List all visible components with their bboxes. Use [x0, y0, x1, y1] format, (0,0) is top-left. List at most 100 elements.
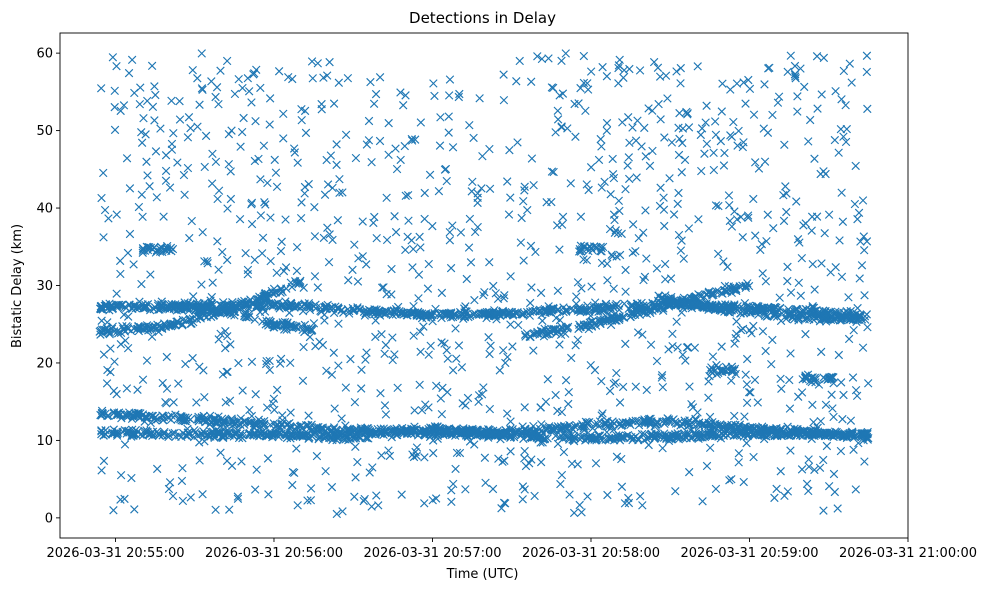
detection-point — [551, 423, 560, 433]
detection-point — [96, 304, 105, 314]
detection-point — [732, 286, 741, 296]
detection-point — [178, 315, 188, 325]
detection-point — [255, 292, 264, 301]
detection-point — [259, 416, 269, 426]
y-tick-label: 40 — [36, 202, 53, 217]
detection-point — [165, 303, 174, 313]
detection-point — [615, 420, 624, 429]
detection-point — [563, 322, 573, 332]
detection-point — [554, 327, 563, 336]
detection-point — [661, 291, 670, 300]
detection-point — [186, 319, 195, 328]
detection-point — [484, 309, 494, 319]
detection-point — [203, 415, 212, 424]
y-tick-label: 60 — [36, 47, 53, 62]
detection-point — [661, 417, 670, 427]
detection-point — [437, 308, 447, 318]
detection-point — [134, 321, 143, 331]
detection-point — [485, 307, 494, 317]
detection-point — [194, 417, 203, 426]
detection-point — [522, 427, 531, 436]
detection-point — [700, 421, 709, 431]
detection-point — [525, 311, 534, 320]
detection-point — [200, 414, 210, 424]
detection-point — [113, 409, 123, 419]
detection-point — [709, 288, 718, 298]
detection-point — [230, 307, 239, 317]
detection-point — [266, 420, 275, 429]
y-axis-label: Bistatic Delay (km) — [10, 224, 25, 348]
detection-point — [213, 308, 223, 317]
detection-point — [341, 421, 350, 430]
detection-point — [691, 301, 700, 310]
x-tick-label: 2026-03-31 20:58:00 — [522, 546, 660, 561]
detection-point — [149, 304, 158, 314]
detection-point — [277, 419, 287, 428]
detection-point — [505, 309, 515, 318]
detection-point — [544, 329, 553, 339]
detection-point — [719, 302, 729, 312]
detection-point — [599, 317, 608, 326]
detection-point — [97, 409, 107, 419]
detection-point — [729, 285, 739, 294]
detection-point — [180, 303, 190, 312]
detection-point — [207, 305, 216, 314]
detection-point — [295, 422, 305, 431]
detection-point — [288, 324, 297, 333]
detection-point — [134, 408, 143, 418]
detection-point — [116, 300, 126, 310]
detection-point — [624, 418, 634, 427]
detection-point — [699, 300, 709, 310]
y-tick-label: 50 — [36, 124, 53, 139]
detection-point — [403, 311, 412, 320]
detection-point — [136, 323, 146, 332]
detection-point — [819, 312, 828, 321]
detection-point — [191, 306, 200, 315]
detection-point — [277, 285, 286, 294]
detection-point — [254, 415, 264, 424]
detection-point — [210, 415, 219, 424]
detection-point — [667, 292, 676, 302]
detection-point — [603, 304, 612, 313]
detection-point — [446, 308, 456, 317]
detection-point — [622, 418, 632, 428]
detection-point — [287, 301, 297, 311]
chart-title: Detections in Delay — [409, 9, 556, 27]
detection-point — [835, 316, 845, 325]
detection-point — [344, 306, 354, 316]
detection-point — [442, 311, 451, 320]
detection-point — [828, 312, 837, 322]
detection-point — [321, 303, 330, 312]
detection-point — [318, 423, 327, 432]
detection-point — [854, 313, 863, 322]
x-tick-label: 2026-03-31 20:59:00 — [680, 546, 818, 561]
detection-point — [769, 312, 779, 321]
detection-point — [273, 321, 283, 330]
detection-point — [603, 315, 613, 324]
detection-markers — [95, 49, 873, 519]
detection-point — [194, 415, 203, 424]
detection-point — [282, 284, 291, 293]
detection-point — [522, 307, 532, 317]
detection-point — [585, 417, 594, 427]
detection-point — [760, 311, 770, 320]
detection-point — [513, 308, 522, 317]
detection-point — [259, 295, 269, 305]
detection-point — [617, 420, 627, 430]
detection-point — [532, 329, 542, 338]
detection-point — [276, 288, 285, 297]
detection-point — [188, 314, 197, 323]
detection-point — [666, 294, 676, 304]
detection-point — [418, 426, 427, 436]
detection-point — [593, 419, 602, 429]
y-tick-label: 20 — [36, 356, 53, 371]
detection-point — [837, 316, 846, 325]
detection-point — [280, 325, 289, 334]
detection-point — [148, 411, 158, 421]
detection-point — [291, 279, 301, 288]
detection-point — [190, 425, 199, 435]
detection-point — [168, 321, 177, 330]
detection-point — [123, 410, 132, 419]
detection-point — [257, 422, 266, 431]
